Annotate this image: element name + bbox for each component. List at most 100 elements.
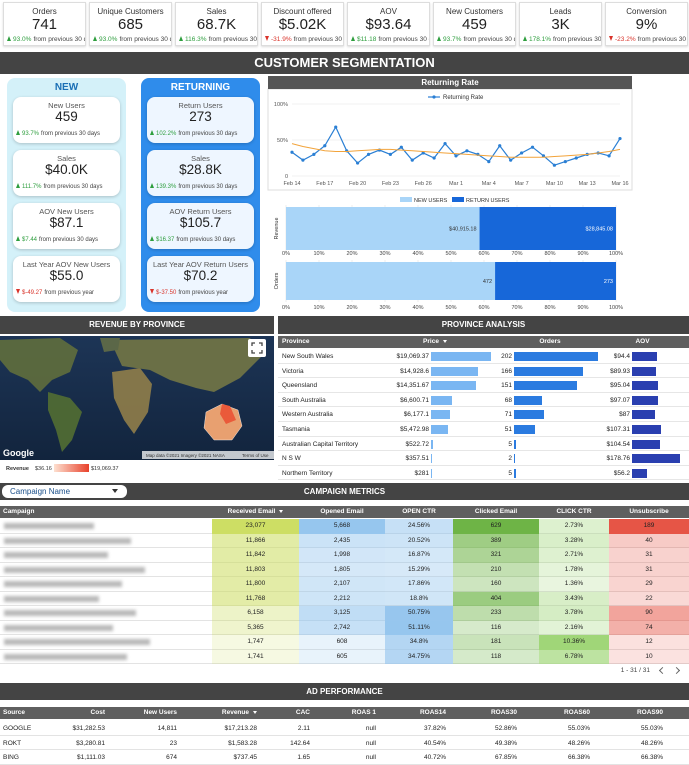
- kpi-label: Discount offered: [273, 7, 332, 16]
- delta-line: 116.3%from previous 30 days: [179, 36, 257, 43]
- ad-cell: 55.03%: [567, 725, 590, 732]
- x-tick-label: 70%: [511, 251, 522, 257]
- section-title: AD PERFORMANCE: [0, 683, 689, 700]
- metric-cell: 31: [609, 548, 689, 563]
- ad-cell: 1.65: [297, 754, 310, 761]
- x-tick-label: 40%: [412, 305, 423, 311]
- metric-cell: 3,125: [299, 606, 385, 621]
- metric-cell: 6,158: [212, 606, 299, 621]
- metric-cell: 18.8%: [385, 591, 453, 606]
- chart-title: Returning Rate: [268, 76, 632, 89]
- province-name: Victoria: [282, 367, 304, 375]
- province-name: Tasmania: [282, 426, 310, 433]
- orders-label: 151: [501, 382, 512, 390]
- segment-card: Return Users 273 102.2% from previous 30 da…: [147, 97, 254, 143]
- data-label: 472: [483, 279, 492, 285]
- delta-line: $-37.50 from previous year: [150, 289, 254, 296]
- ad-cell: $3,280.81: [76, 739, 105, 747]
- legend-title: Revenue: [6, 466, 29, 472]
- segment-card-label: Last Year AOV New Users: [22, 260, 111, 269]
- metric-cell: 12: [609, 635, 689, 650]
- aov-label: $97.07: [610, 396, 630, 404]
- kpi-value: 685: [117, 16, 144, 33]
- metric-cell: 1,741: [212, 649, 299, 664]
- map-brand: Google: [3, 448, 34, 458]
- pagination: 1 - 31 / 31: [620, 667, 650, 674]
- metric-cell: 11,800: [212, 577, 299, 592]
- ad-cell: GOOGLE: [3, 725, 32, 732]
- segment-card: AOV Return Users $105.7 $16.37 from previou…: [147, 203, 254, 249]
- line-point: [410, 158, 414, 162]
- delta-value: $-37.50: [156, 290, 177, 296]
- x-tick-label: 100%: [609, 251, 623, 257]
- delta-suffix: from previous 30 days: [119, 36, 171, 43]
- ad-cell: BING: [3, 754, 19, 761]
- x-tick-label: Mar 1: [449, 181, 463, 187]
- metric-cell: 50.75%: [385, 606, 453, 621]
- metric-cell: 3.43%: [539, 591, 609, 606]
- column-header: CAC: [295, 709, 310, 716]
- delta-value: $7.44: [22, 237, 38, 243]
- y-tick-label: 50%: [277, 138, 288, 144]
- x-tick-label: 80%: [544, 305, 555, 311]
- kpi-label: Orders: [32, 7, 57, 16]
- aov-bar: [632, 410, 656, 420]
- x-tick-label: 20%: [346, 305, 357, 311]
- trend-arrow: [16, 183, 20, 188]
- metric-cell: 1,998: [299, 548, 385, 563]
- delta-line: $7.44 from previous 30 days: [16, 236, 120, 243]
- legend-dot: [432, 95, 436, 99]
- price-label: $281: [414, 469, 429, 477]
- metric-cell: 5,365: [212, 620, 299, 635]
- line-point: [388, 152, 392, 156]
- trend-arrow: [7, 36, 11, 41]
- orders-label: 71: [504, 411, 512, 419]
- column-header: Campaign: [3, 508, 35, 515]
- trend-arrow: [16, 236, 20, 241]
- ad-cell: null: [365, 725, 376, 732]
- orders-bar: [514, 381, 577, 391]
- segment-card-value: $55.0: [49, 268, 84, 283]
- ad-cell: 67.85%: [494, 754, 517, 761]
- fullscreen-button[interactable]: [248, 339, 266, 357]
- table-row: [278, 393, 689, 408]
- table-row: [0, 650, 689, 664]
- delta-line: 93.7%from previous 30 days: [16, 130, 120, 137]
- x-tick-label: Feb 23: [382, 181, 399, 187]
- metric-cell: 20.52%: [385, 533, 453, 548]
- legend-label: Returning Rate: [443, 95, 484, 101]
- ad-cell: null: [365, 754, 376, 761]
- metric-cell: 90: [609, 606, 689, 621]
- segment-card: Sales $28.8K 139.3% from previous 30 days: [147, 150, 254, 196]
- ad-cell: 52.86%: [494, 725, 517, 732]
- orders-label: 2: [508, 455, 512, 463]
- province-name: Western Australia: [282, 411, 333, 419]
- table-row: [278, 364, 689, 379]
- filter-dropdown[interactable]: Campaign Name: [2, 485, 127, 498]
- segment-card-label: Sales: [191, 154, 210, 163]
- column-header: Orders: [539, 338, 561, 345]
- column-header: ROAS30: [490, 709, 517, 716]
- map-terms: Terms of Use: [242, 453, 269, 458]
- table-row: [0, 635, 689, 650]
- ad-cell: 142.64: [290, 739, 310, 747]
- section-title: CAMPAIGN METRICS: [0, 483, 689, 500]
- delta-value: 93.7%: [443, 36, 462, 43]
- delta-line: -31.9%from previous 30 days: [265, 36, 343, 43]
- bar-segment: [286, 207, 480, 250]
- kpi-value: 9%: [635, 16, 658, 33]
- table-row: [278, 437, 689, 452]
- price-bar: [431, 352, 491, 361]
- delta-value: $16.37: [156, 237, 175, 243]
- campaign-name-redacted: [4, 523, 94, 529]
- x-tick-label: 20%: [346, 251, 357, 257]
- x-tick-label: 90%: [577, 251, 588, 257]
- price-bar: [431, 454, 433, 464]
- line-point: [574, 156, 578, 160]
- metric-cell: 2,212: [299, 591, 385, 606]
- metric-cell: 11,803: [212, 562, 299, 577]
